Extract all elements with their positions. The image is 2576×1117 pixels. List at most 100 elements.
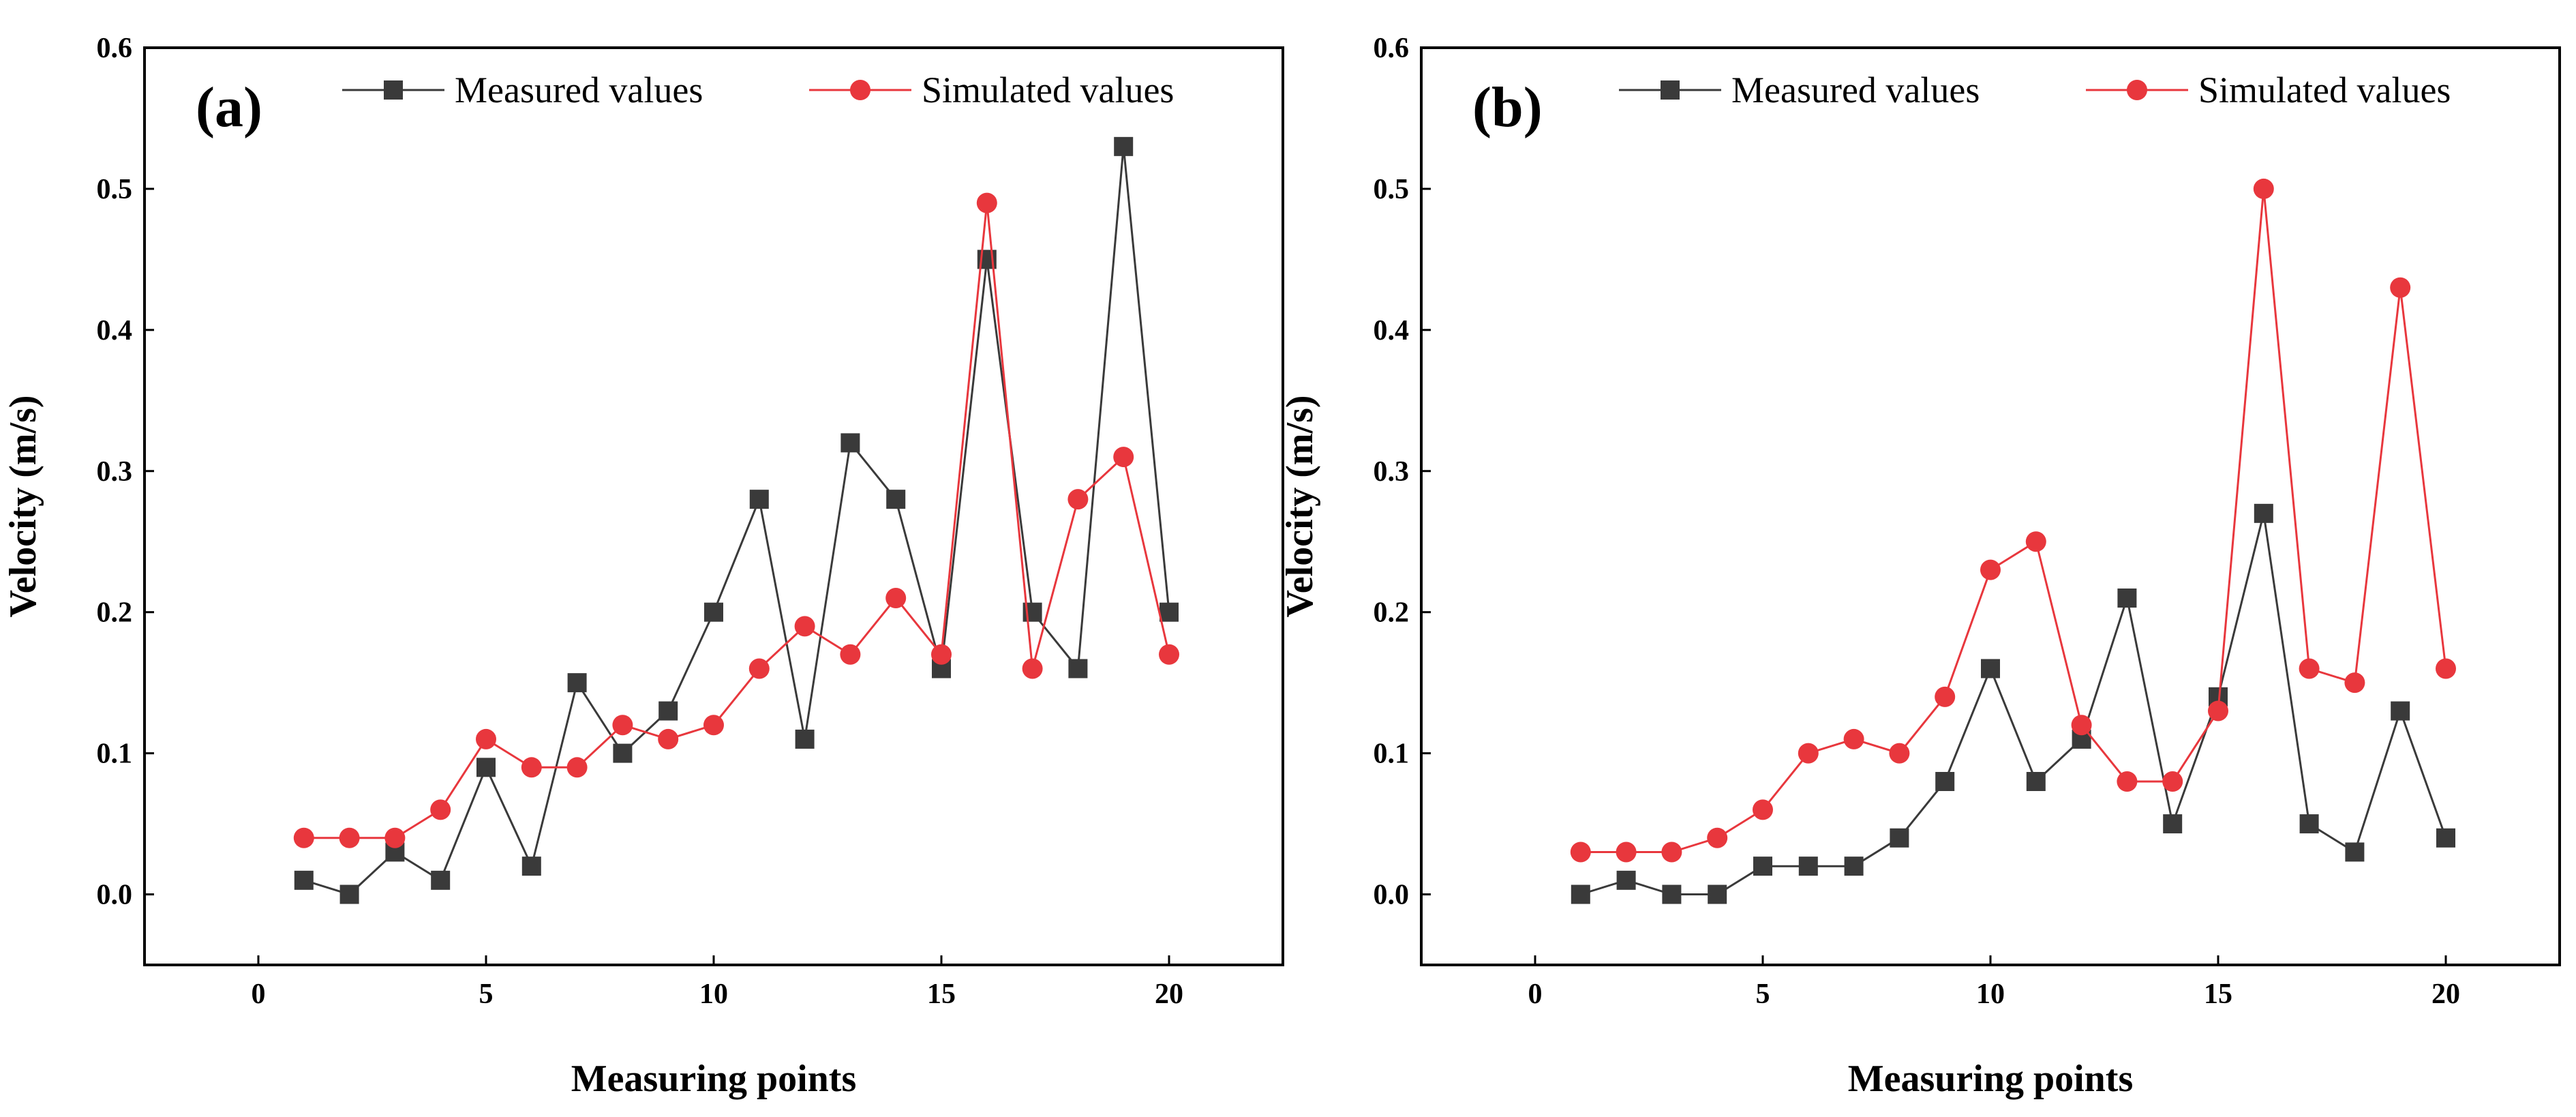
y-tick-label: 0.5 <box>97 174 133 205</box>
x-tick-label: 20 <box>2431 979 2460 1010</box>
data-point-simulated <box>1159 644 1179 665</box>
y-axis-title-b: Velocity (m/s) <box>1279 395 1321 617</box>
x-tick-label: 0 <box>252 979 266 1010</box>
data-point-simulated <box>476 728 496 749</box>
panel-label-b: (b) <box>1472 76 1543 139</box>
data-point-measured <box>1114 136 1134 156</box>
axis-ticks-b: 0 5 10 15 20 0.0 0.1 0.2 0.3 0.4 0.5 0.6 <box>1374 33 2461 1010</box>
x-tick-label: 15 <box>2204 979 2232 1010</box>
series-layer-a <box>293 136 1179 904</box>
legend-label-measured-a: Measured values <box>455 70 703 110</box>
data-point-simulated <box>2117 771 2138 792</box>
data-point-simulated <box>1570 842 1591 863</box>
data-point-measured <box>1616 870 1636 890</box>
y-tick-label: 0.5 <box>1374 174 1410 205</box>
data-point-simulated <box>1843 728 1864 749</box>
data-point-measured <box>1844 857 1864 876</box>
plot-frame-b <box>1420 46 2561 966</box>
y-tick-label: 0.2 <box>1374 597 1410 629</box>
y-tick-label: 0.3 <box>1374 456 1410 488</box>
data-point-measured <box>476 758 496 777</box>
data-point-simulated <box>748 658 770 679</box>
data-point-measured <box>1160 602 1179 622</box>
data-point-simulated <box>703 715 724 736</box>
data-point-measured <box>2163 814 2183 834</box>
data-point-measured <box>2345 842 2365 862</box>
y-tick-label: 0.4 <box>97 315 133 346</box>
data-point-simulated <box>293 827 314 848</box>
data-point-simulated <box>430 799 451 820</box>
data-point-simulated <box>840 644 861 665</box>
data-point-measured <box>294 870 314 890</box>
y-tick-label: 0.3 <box>97 456 133 488</box>
y-tick-label: 0.4 <box>1374 315 1410 346</box>
x-tick-label: 20 <box>1155 979 1183 1010</box>
data-point-simulated <box>612 715 633 736</box>
x-axis-title-a: Measuring points <box>571 1058 857 1100</box>
legend-marker-simulated-a <box>850 80 870 100</box>
data-point-simulated <box>931 644 952 665</box>
data-point-measured <box>2391 701 2410 721</box>
x-tick-label: 5 <box>1756 979 1770 1010</box>
data-point-measured <box>1708 884 1727 904</box>
data-point-simulated <box>658 728 679 749</box>
data-point-simulated <box>1980 559 2001 580</box>
data-point-measured <box>521 857 541 876</box>
data-point-measured <box>1571 884 1590 904</box>
data-point-measured <box>2436 828 2455 848</box>
x-tick-label: 10 <box>699 979 728 1010</box>
data-point-measured <box>2117 589 2137 608</box>
axis-ticks-a: 0 5 10 15 20 0.0 0.1 0.2 0.3 0.4 0.5 0.6 <box>97 33 1184 1010</box>
data-point-simulated <box>2162 771 2183 792</box>
y-tick-label: 0.0 <box>1374 880 1410 911</box>
data-point-measured <box>431 870 451 890</box>
legend-b: Measured values Simulated values <box>1619 70 2451 110</box>
y-tick-label: 0.6 <box>97 33 133 64</box>
series-line-simulated <box>1580 188 2447 853</box>
x-tick-label: 0 <box>1528 979 1543 1010</box>
data-point-simulated <box>2299 658 2320 679</box>
legend-marker-measured-a <box>384 80 403 100</box>
data-point-measured <box>2254 503 2273 523</box>
data-point-measured <box>1068 659 1088 679</box>
x-tick-label: 15 <box>927 979 956 1010</box>
data-point-measured <box>339 884 359 904</box>
legend-label-measured-b: Measured values <box>1731 70 1980 110</box>
data-point-simulated <box>2344 672 2365 694</box>
data-point-simulated <box>1661 842 1682 863</box>
legend-a: Measured values Simulated values <box>342 70 1174 110</box>
data-point-simulated <box>2253 178 2274 199</box>
data-point-simulated <box>2071 715 2092 736</box>
legend-label-simulated-b: Simulated values <box>2198 70 2451 110</box>
data-point-measured <box>2299 814 2319 834</box>
y-tick-label: 0.0 <box>97 880 133 911</box>
data-point-simulated <box>566 757 588 778</box>
data-point-simulated <box>1935 686 1956 707</box>
chart-panel-a: 0 5 10 15 20 0.0 0.1 0.2 0.3 0.4 0.5 0.6 (a) Measur… <box>2 33 1284 1100</box>
series-line-measured <box>303 146 1170 896</box>
data-point-simulated <box>521 757 542 778</box>
data-point-simulated <box>1798 743 1819 764</box>
x-axis-title-b: Measuring points <box>1848 1058 2134 1100</box>
data-point-simulated <box>885 588 907 608</box>
data-point-measured <box>658 701 678 721</box>
data-point-measured <box>1753 857 1772 876</box>
data-point-simulated <box>1753 799 1773 820</box>
data-point-measured <box>1935 772 1955 791</box>
data-point-simulated <box>1707 827 1728 848</box>
data-point-measured <box>567 673 587 693</box>
data-point-measured <box>1798 857 1818 876</box>
data-point-simulated <box>2208 700 2228 721</box>
y-tick-label: 0.1 <box>97 739 133 770</box>
data-point-simulated <box>1616 842 1637 863</box>
y-tick-label: 0.2 <box>97 597 133 629</box>
y-tick-label: 0.1 <box>1374 739 1410 770</box>
data-point-measured <box>749 490 769 509</box>
data-point-measured <box>2026 772 2046 791</box>
data-point-simulated <box>2436 658 2456 679</box>
series-line-simulated <box>303 203 1170 839</box>
plot-frame-a <box>143 46 1284 966</box>
data-point-simulated <box>1113 447 1134 468</box>
data-point-simulated <box>976 192 997 213</box>
